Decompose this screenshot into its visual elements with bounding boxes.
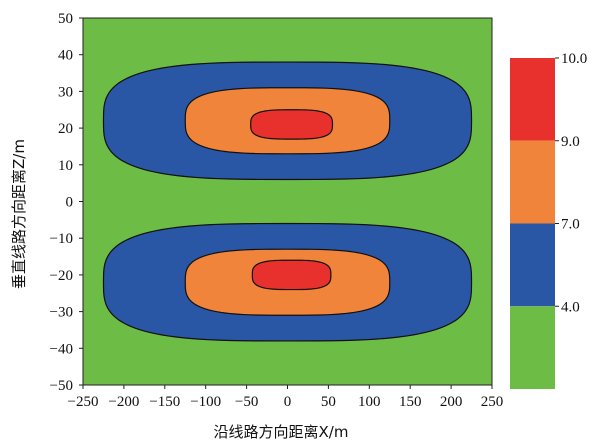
colorbar-band (510, 223, 555, 307)
colorbar-band (510, 58, 555, 141)
y-axis: 50 40 30 20 10 0 −10 −20 −30 −40 −50 (50, 11, 83, 394)
x-axis-title: 沿线路方向距离X/m (214, 423, 349, 441)
x-axis: −250 −200 −150 −100 −50 0 50 100 150 200 250 (68, 385, 504, 410)
y-tick-label: −30 (50, 305, 73, 321)
x-tick-label: 150 (399, 394, 422, 410)
colorbar-label: 4.0 (561, 299, 580, 315)
colorbar-label: 7.0 (561, 217, 580, 233)
contour-region-9-0-upper (250, 109, 334, 140)
y-tick-label: 20 (58, 121, 73, 137)
x-tick-label: −50 (235, 394, 258, 410)
x-tick-label: −100 (190, 394, 221, 410)
x-tick-label: 200 (440, 394, 463, 410)
x-tick-label: 50 (321, 394, 336, 410)
x-tick-label: 250 (481, 394, 504, 410)
y-tick-label: 50 (58, 11, 73, 27)
y-tick-label: 10 (58, 158, 73, 174)
x-tick-label: −250 (68, 394, 99, 410)
x-tick-label: −200 (108, 394, 139, 410)
y-tick-label: −20 (50, 268, 73, 284)
y-axis-title: 垂直线路方向距离Z/m (10, 139, 28, 289)
contour-region-9-0-lower (251, 259, 332, 291)
y-tick-label: −40 (50, 341, 73, 357)
x-tick-label: −150 (149, 394, 180, 410)
x-tick-label: 100 (358, 394, 381, 410)
colorbar-label: 9.0 (561, 134, 580, 150)
plot-area (82, 17, 493, 386)
colorbar-band (510, 306, 555, 389)
y-tick-label: −50 (50, 378, 73, 394)
colorbar: 10.0 9.0 7.0 4.0 (510, 51, 587, 389)
y-tick-label: −10 (50, 231, 73, 247)
colorbar-label: 10.0 (561, 51, 587, 67)
y-tick-label: 0 (66, 195, 74, 211)
y-tick-label: 40 (58, 48, 73, 64)
y-tick-label: 30 (58, 84, 73, 100)
colorbar-band (510, 140, 555, 224)
x-tick-label: 0 (284, 394, 292, 410)
